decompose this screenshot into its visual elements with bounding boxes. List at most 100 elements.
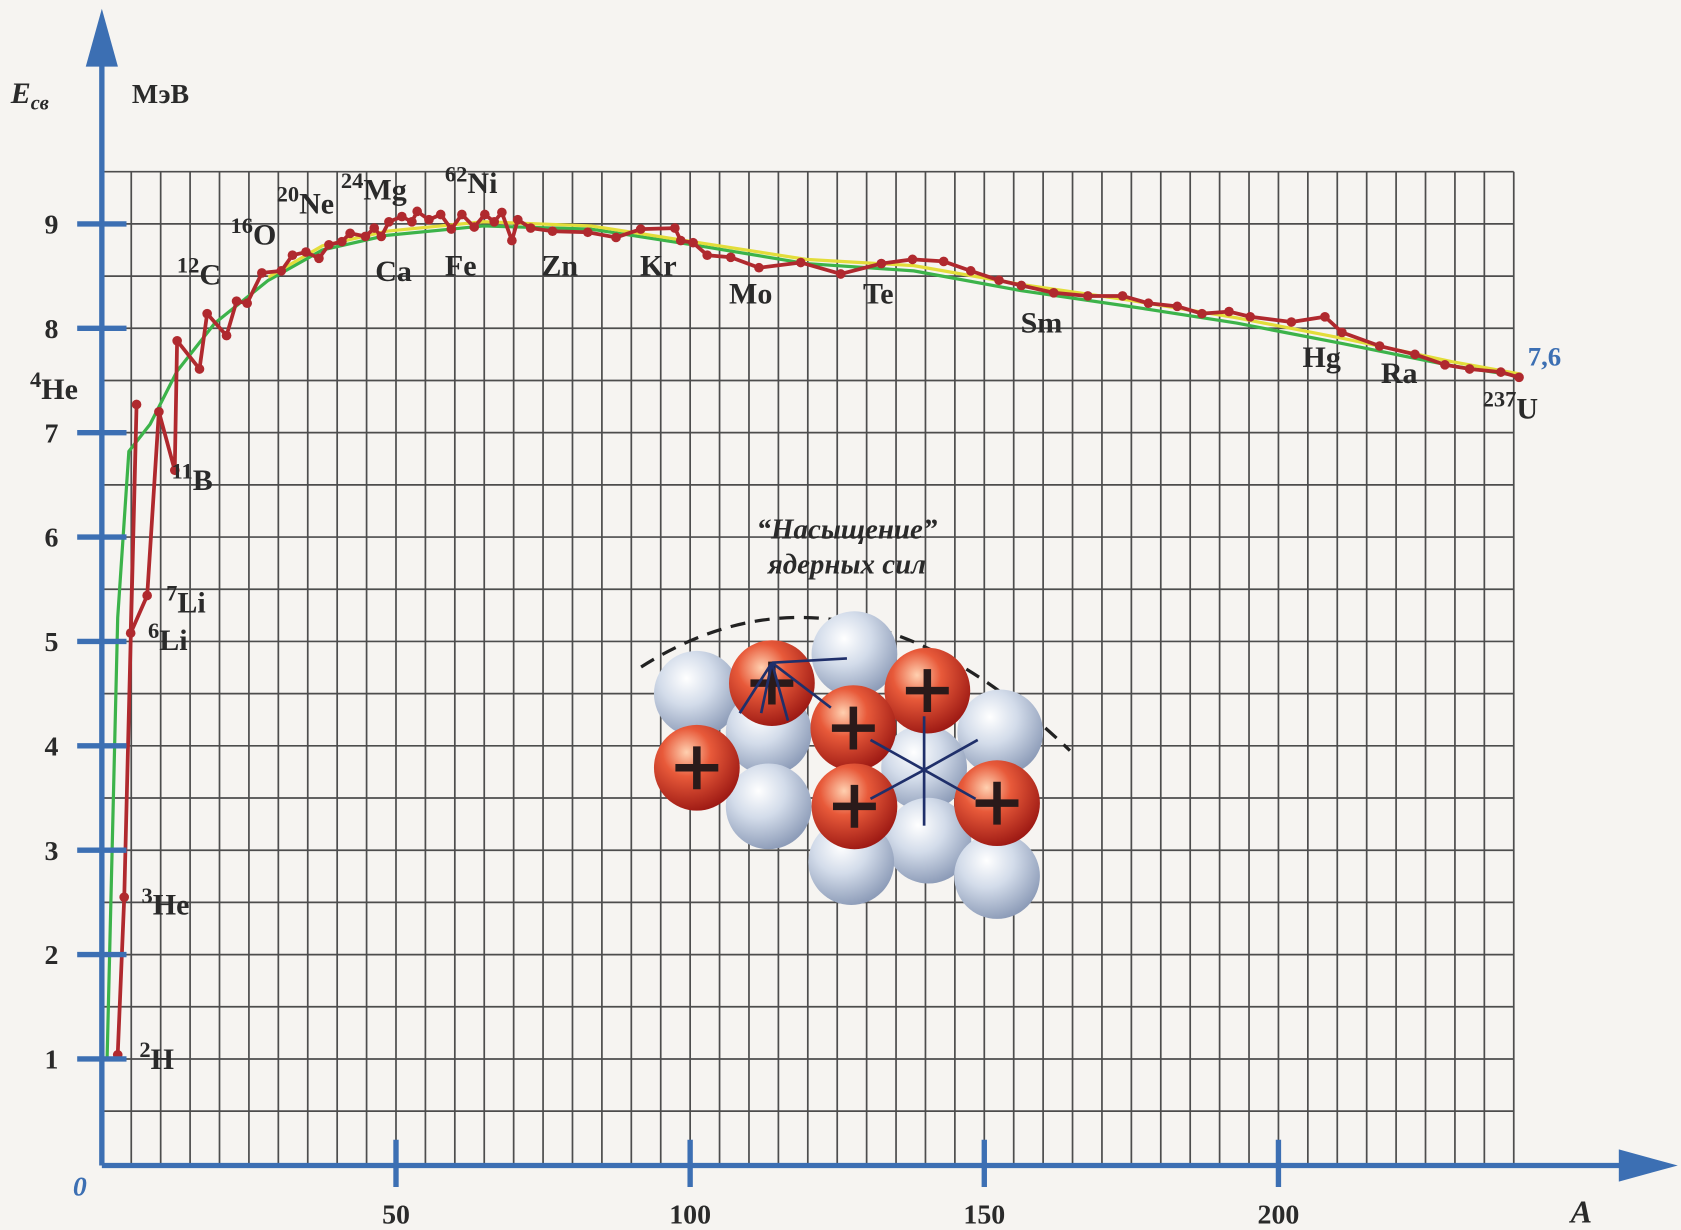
- data-point: [424, 215, 434, 225]
- mass-number: 6: [148, 618, 159, 643]
- data-point: [877, 259, 887, 269]
- page: Binding energy per nucleon html, body { …: [0, 0, 1681, 1230]
- data-point: [497, 208, 507, 218]
- data-point: [939, 257, 949, 267]
- nuclide-label: 62Ni: [445, 161, 498, 200]
- y-tick-label: 6: [44, 523, 58, 554]
- y-tick-label: 3: [44, 836, 58, 867]
- element-symbol: Kr: [640, 250, 677, 283]
- proton: [654, 725, 740, 811]
- data-point: [288, 250, 298, 260]
- data-point: [636, 224, 646, 234]
- mass-number: 3: [142, 883, 153, 908]
- y-label-main: E: [10, 77, 31, 110]
- body: {"chart_data": { "type": "line", "y_labe…: [0, 0, 1681, 1230]
- data-point: [1375, 341, 1385, 351]
- mass-number: 2: [139, 1037, 150, 1062]
- data-point: [202, 309, 212, 319]
- data-point: [301, 247, 311, 257]
- data-point: [1224, 307, 1234, 317]
- y-axis-arrow: [86, 9, 118, 67]
- data-point: [1049, 288, 1059, 298]
- inset-title: “Насыщение”: [757, 513, 938, 545]
- data-point: [1514, 373, 1524, 383]
- data-point: [132, 400, 142, 410]
- end-value-label: 7,6: [1528, 342, 1562, 372]
- mass-number: 12: [177, 252, 200, 277]
- data-point: [276, 266, 286, 276]
- nuclide-label: 12C: [177, 252, 221, 291]
- data-point: [412, 207, 422, 217]
- nuclide-label: Ra: [1381, 357, 1418, 390]
- data-point: [154, 407, 164, 417]
- data-point: [397, 212, 407, 222]
- data-point: [702, 250, 712, 260]
- data-point: [994, 275, 1004, 285]
- data-point: [1017, 281, 1027, 291]
- element-symbol: Li: [177, 586, 205, 619]
- nucleus-illustration: “Насыщение” ядерных сил: [641, 513, 1070, 919]
- data-point: [407, 217, 417, 227]
- nuclide-label: Ca: [375, 255, 412, 288]
- data-point: [670, 223, 680, 233]
- nuclide-label: 11B: [172, 458, 213, 497]
- data-point: [548, 226, 558, 236]
- proton: [810, 685, 896, 771]
- element-symbol: B: [193, 464, 213, 497]
- element-symbol: Mg: [363, 174, 406, 207]
- x-axis-label: A: [1569, 1193, 1592, 1229]
- element-symbol: He: [41, 373, 78, 406]
- element-symbol: Ne: [299, 188, 334, 221]
- x-tick-label: 100: [669, 1199, 711, 1230]
- data-point: [676, 236, 686, 246]
- data-point: [446, 224, 456, 234]
- nuclide-label: 16O: [230, 213, 276, 252]
- data-point: [754, 263, 764, 273]
- data-point: [1144, 298, 1154, 308]
- y-tick-label: 7: [44, 418, 58, 449]
- nuclide-label: Fe: [445, 250, 477, 283]
- data-point: [222, 331, 232, 341]
- y-tick-label: 9: [44, 210, 58, 241]
- data-point: [1440, 360, 1450, 370]
- data-point: [1118, 291, 1128, 301]
- data-point: [583, 227, 593, 237]
- y-tick-label: 5: [44, 627, 58, 658]
- plot-area: [107, 207, 1524, 1060]
- element-symbol: Fe: [445, 250, 477, 283]
- element-symbol: He: [153, 889, 190, 922]
- element-symbol: U: [1516, 392, 1538, 425]
- data-point: [611, 233, 621, 243]
- y-unit: МэВ: [132, 79, 189, 110]
- nuclide-label: Sm: [1021, 307, 1063, 340]
- data-point: [1320, 312, 1330, 322]
- data-point: [1287, 317, 1297, 327]
- nuclide-label: Hg: [1303, 341, 1341, 374]
- element-symbol: Hg: [1303, 341, 1341, 374]
- y-tick-label: 1: [44, 1045, 58, 1076]
- nuclide-label: 7Li: [166, 581, 206, 620]
- data-point: [257, 268, 267, 278]
- data-point: [507, 236, 517, 246]
- data-point: [1337, 328, 1347, 338]
- element-symbol: H: [151, 1043, 174, 1076]
- nuclide-label: Kr: [640, 250, 677, 283]
- data-point: [526, 223, 536, 233]
- proton: [812, 763, 898, 849]
- origin-label: 0: [73, 1172, 87, 1203]
- x-tick-label: 50: [382, 1199, 410, 1230]
- x-axis-arrow: [1619, 1149, 1678, 1181]
- mass-number: 11: [172, 458, 193, 483]
- nuclide-label: Mo: [729, 278, 772, 311]
- element-symbol: Sm: [1021, 307, 1063, 340]
- data-point: [489, 217, 499, 227]
- data-point: [688, 238, 698, 248]
- data-point: [726, 252, 736, 262]
- element-symbol: Zn: [541, 250, 578, 283]
- data-point: [376, 232, 386, 242]
- inset-subtitle: ядерных сил: [767, 549, 926, 581]
- y-axis-label: Eсв: [10, 77, 49, 114]
- y-tick-label: 4: [44, 731, 58, 762]
- mass-number: 62: [445, 161, 468, 186]
- data-point: [369, 223, 379, 233]
